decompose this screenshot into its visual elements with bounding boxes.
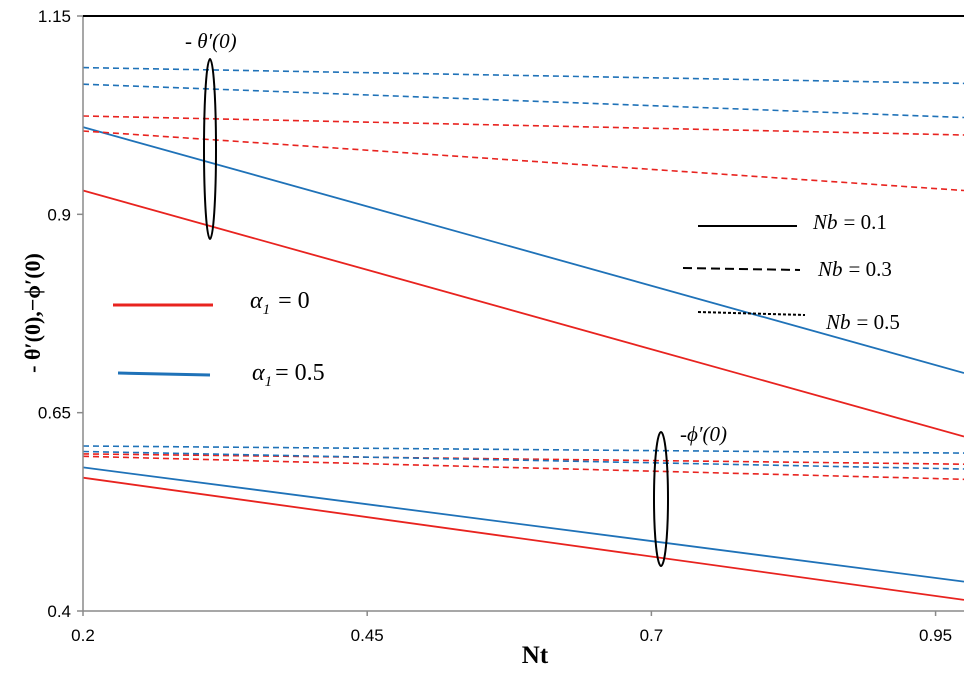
y-tick-label-2: 0.65 (38, 404, 71, 423)
x-tick-label-2: 0.7 (640, 626, 664, 645)
legend-nb-01-value: = 0.1 (844, 210, 887, 234)
legend-alpha-05-line (117, 371, 211, 377)
nb-legend: Nb = 0.1 Nb = 0.3 Nb = 0.5 (682, 210, 900, 334)
series-line-11 (82, 445, 964, 454)
series-line-2 (82, 130, 964, 192)
legend-nb-01-label: Nb = 0.1 (812, 210, 887, 234)
series-layer (82, 66, 964, 601)
theta-ellipse (203, 58, 217, 240)
theta-annotation: - θ′(0) (185, 29, 237, 53)
legend-alpha-0-value: = 0 (278, 288, 310, 314)
legend-nb-03-line (682, 267, 801, 271)
y-tick-label-0: 1.15 (38, 7, 71, 26)
series-line-10 (82, 450, 964, 470)
legend-nb-05-value: = 0.5 (857, 310, 900, 334)
x-tick-label-1: 0.45 (351, 626, 384, 645)
series-line-0 (82, 189, 964, 438)
legend-alpha-0-sub: 1 (263, 302, 271, 318)
legend-nb-05-name: Nb (825, 310, 851, 334)
legend-alpha-05-value: = 0.5 (275, 360, 325, 386)
x-tick-label-0: 0.2 (71, 626, 95, 645)
legend-nb-03-name: Nb (817, 257, 843, 281)
phi-ellipse (653, 431, 669, 567)
series-line-6 (82, 476, 964, 601)
alpha-legend: α1 = 0 α1 = 0.5 (113, 288, 325, 390)
series-line-9 (82, 453, 964, 465)
series-line-5 (82, 66, 964, 85)
series-line-3 (82, 115, 964, 136)
legend-nb-05-line (697, 311, 806, 316)
legend-nb-01-name: Nb (812, 210, 838, 234)
x-axis-title: Nt (522, 642, 549, 669)
series-line-8 (82, 455, 964, 481)
series-line-1 (82, 126, 964, 374)
legend-alpha-05-label: α1 = 0.5 (252, 360, 325, 390)
y-tick-label-3: 0.4 (47, 602, 71, 621)
series-line-4 (82, 83, 964, 119)
series-line-7 (82, 466, 964, 583)
x-tick-label-3: 0.95 (919, 626, 952, 645)
ticks-layer: 0.2 0.45 0.7 0.95 1.15 0.9 0.65 0.4 (38, 7, 952, 645)
phi-annotation: -ϕ′(0) (680, 422, 727, 446)
legend-alpha-05-sub: 1 (265, 374, 273, 390)
legend-alpha-0-symbol: α (250, 288, 263, 314)
legend-nb-05-label: Nb = 0.5 (825, 310, 900, 334)
y-axis-title: - θ′(0),−ϕ′(0) (20, 253, 45, 373)
legend-nb-03-value: = 0.3 (849, 257, 892, 281)
legend-alpha-05-symbol: α (252, 360, 265, 386)
legend-nb-03-label: Nb = 0.3 (817, 257, 892, 281)
y-tick-label-1: 0.9 (47, 205, 71, 224)
legend-alpha-0-label: α1 = 0 (250, 288, 310, 318)
